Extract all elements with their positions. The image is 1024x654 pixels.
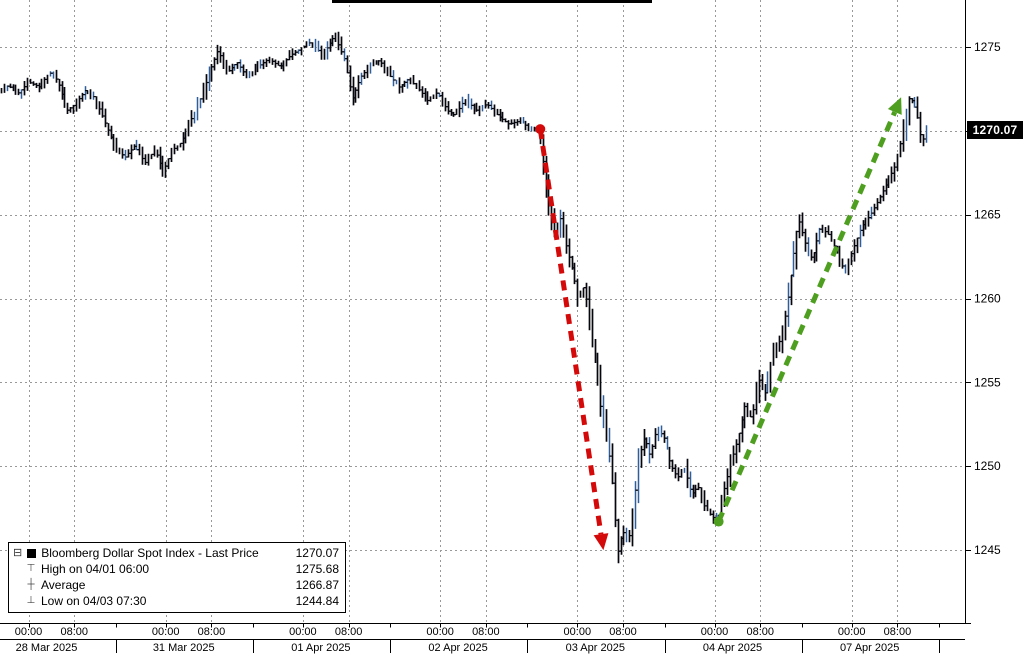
x-time-label: 08:00 bbox=[60, 626, 88, 638]
last-price-badge: 1270.07 bbox=[967, 121, 1023, 139]
legend-series-row: ⊟ Bloomberg Dollar Spot Index - Last Pri… bbox=[13, 545, 339, 561]
legend-box: ⊟ Bloomberg Dollar Spot Index - Last Pri… bbox=[8, 542, 346, 613]
y-tick-label: 1250 bbox=[974, 459, 1001, 473]
x-time-label: 08:00 bbox=[746, 626, 774, 638]
series-swatch-icon bbox=[27, 548, 37, 558]
x-time-label: 08:00 bbox=[472, 626, 500, 638]
selloff-arrow bbox=[535, 124, 609, 551]
x-date-label: 31 Mar 2025 bbox=[153, 642, 215, 654]
y-tick-label: 1255 bbox=[974, 375, 1001, 389]
axis-labels: 1275 1265 1260 1255 1250 1245 00:00 08:00 28 Mar… bbox=[15, 40, 1001, 654]
price-bars bbox=[0, 31, 928, 564]
x-date-label: 02 Apr 2025 bbox=[428, 642, 487, 654]
x-time-label: 08:00 bbox=[198, 626, 226, 638]
legend-low-value: 1244.84 bbox=[295, 594, 339, 608]
y-tick-label: 1245 bbox=[974, 543, 1001, 557]
x-time-label: 00:00 bbox=[564, 626, 592, 638]
x-time-label: 00:00 bbox=[15, 626, 43, 638]
low-marker-icon: ⊥ bbox=[26, 595, 36, 606]
gridlines bbox=[0, 0, 965, 623]
x-time-label: 00:00 bbox=[289, 626, 317, 638]
x-date-label: 28 Mar 2025 bbox=[16, 642, 78, 654]
x-time-label: 00:00 bbox=[838, 626, 866, 638]
high-marker-icon: ⊤ bbox=[26, 563, 36, 574]
legend-series-value: 1270.07 bbox=[295, 546, 339, 560]
legend-low-label: Low on 04/03 07:30 bbox=[41, 594, 147, 608]
x-time-label: 00:00 bbox=[701, 626, 729, 638]
x-date-label: 01 Apr 2025 bbox=[291, 642, 350, 654]
x-date-label: 04 Apr 2025 bbox=[703, 642, 762, 654]
tree-expander-icon[interactable]: ⊟ bbox=[13, 546, 23, 559]
x-time-label: 08:00 bbox=[335, 626, 363, 638]
average-marker-icon: ┼ bbox=[27, 579, 35, 590]
rally-arrow bbox=[713, 97, 902, 527]
x-time-label: 00:00 bbox=[426, 626, 454, 638]
x-date-label: 03 Apr 2025 bbox=[566, 642, 625, 654]
x-time-label: 08:00 bbox=[609, 626, 637, 638]
y-tick-label: 1265 bbox=[974, 208, 1001, 222]
legend-low-row: ⊥ Low on 04/03 07:30 1244.84 bbox=[13, 593, 339, 609]
x-time-label: 00:00 bbox=[152, 626, 180, 638]
legend-high-value: 1275.68 bbox=[295, 562, 339, 576]
legend-average-value: 1266.87 bbox=[295, 578, 339, 592]
x-date-label: 07 Apr 2025 bbox=[840, 642, 899, 654]
y-tick-label: 1260 bbox=[974, 292, 1001, 306]
legend-high-row: ⊤ High on 04/01 06:00 1275.68 bbox=[13, 561, 339, 577]
legend-high-label: High on 04/01 06:00 bbox=[41, 562, 150, 576]
y-tick-label: 1275 bbox=[974, 40, 1001, 54]
x-time-label: 08:00 bbox=[884, 626, 912, 638]
legend-average-row: ┼ Average 1266.87 bbox=[13, 577, 339, 593]
legend-series-label: Bloomberg Dollar Spot Index - Last Price bbox=[41, 546, 259, 560]
cropped-title-bar-artifact bbox=[332, 0, 652, 3]
legend-average-label: Average bbox=[41, 578, 86, 592]
axes bbox=[0, 0, 971, 653]
